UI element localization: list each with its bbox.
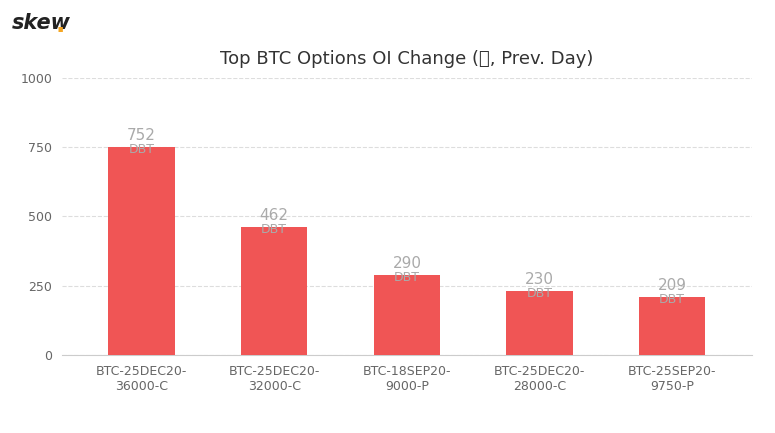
Bar xyxy=(506,291,573,355)
Bar xyxy=(639,297,705,355)
Text: DBT: DBT xyxy=(660,293,685,306)
Text: .: . xyxy=(56,13,65,37)
Text: 230: 230 xyxy=(525,272,554,287)
Text: skew: skew xyxy=(12,13,71,33)
Text: 752: 752 xyxy=(127,127,156,142)
Text: 209: 209 xyxy=(658,278,687,293)
Text: DBT: DBT xyxy=(129,142,154,155)
Text: 290: 290 xyxy=(392,255,422,271)
Text: DBT: DBT xyxy=(394,271,420,284)
Bar xyxy=(109,147,174,355)
Text: DBT: DBT xyxy=(261,223,288,236)
Title: Top BTC Options OI Change (₿, Prev. Day): Top BTC Options OI Change (₿, Prev. Day) xyxy=(220,50,594,68)
Bar xyxy=(241,227,308,355)
Text: DBT: DBT xyxy=(526,287,553,300)
Bar xyxy=(374,275,440,355)
Text: 462: 462 xyxy=(260,208,289,223)
